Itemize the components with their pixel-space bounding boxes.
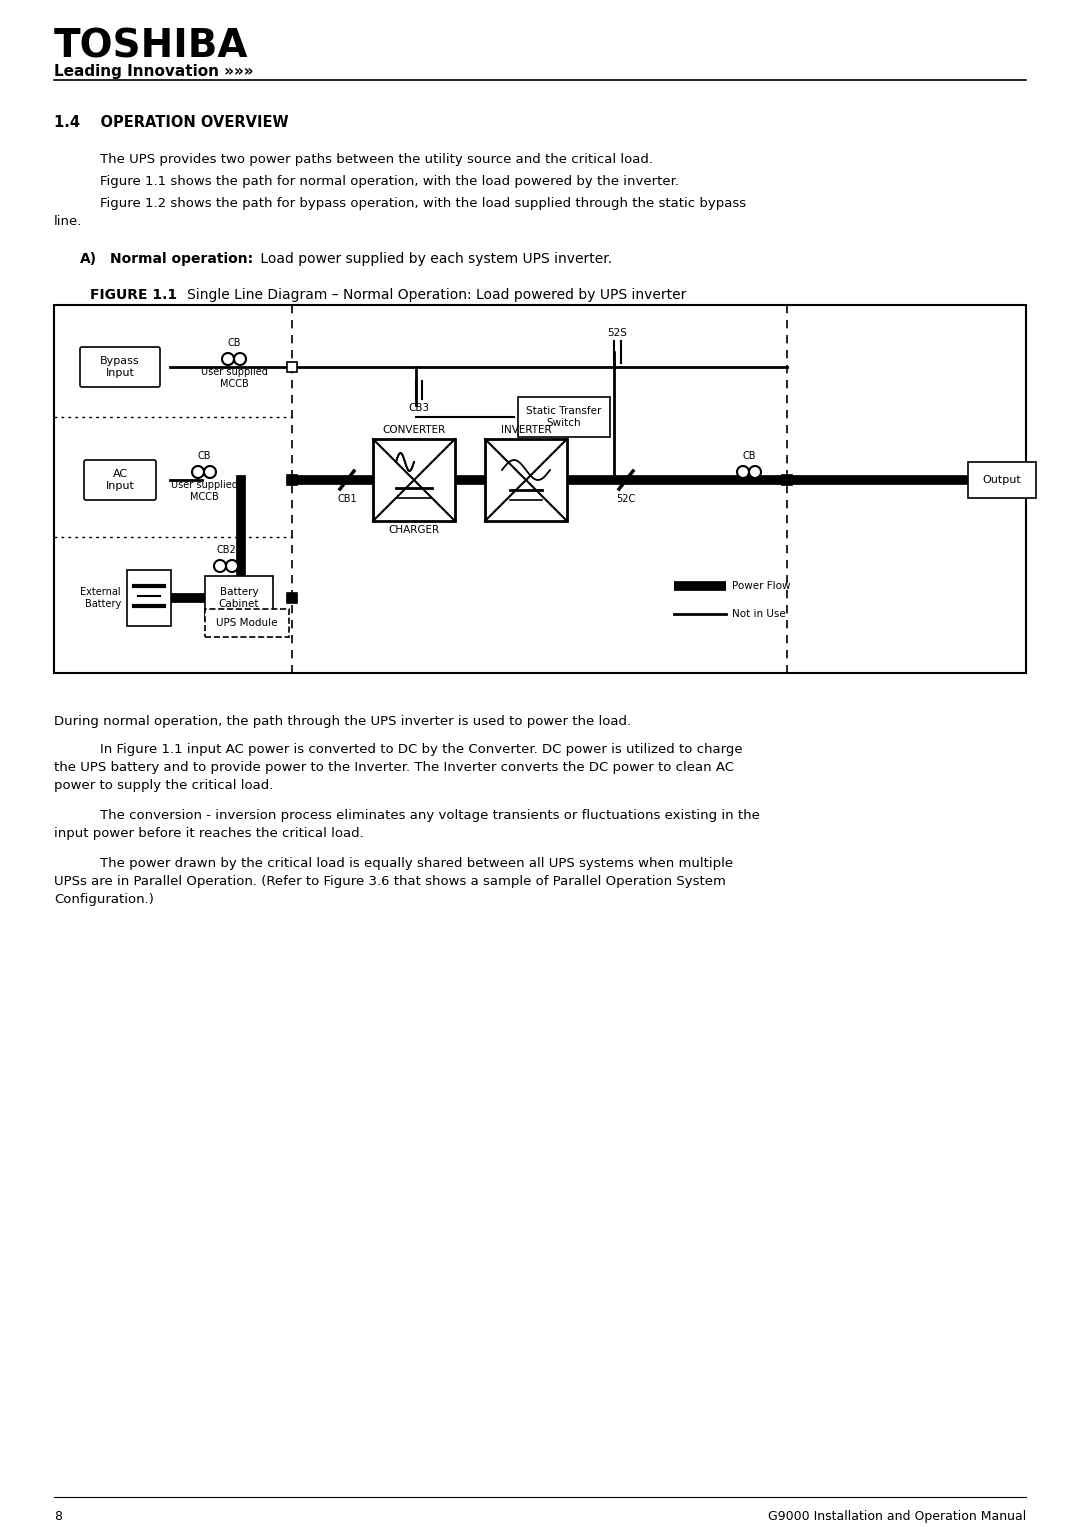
Text: Power Flow: Power Flow bbox=[732, 580, 791, 591]
Text: In Figure 1.1 input AC power is converted to DC by the Converter. DC power is ut: In Figure 1.1 input AC power is converte… bbox=[100, 744, 743, 756]
Text: Output: Output bbox=[983, 475, 1022, 486]
Text: Battery
Cabinet: Battery Cabinet bbox=[219, 588, 259, 609]
Text: 8: 8 bbox=[54, 1510, 62, 1522]
Bar bbox=[287, 475, 297, 486]
Text: CB: CB bbox=[198, 450, 211, 461]
Text: CB: CB bbox=[742, 450, 756, 461]
Text: AC
Input: AC Input bbox=[106, 469, 134, 490]
Text: The power drawn by the critical load is equally shared between all UPS systems w: The power drawn by the critical load is … bbox=[100, 857, 733, 870]
Bar bbox=[782, 475, 792, 486]
Bar bbox=[373, 438, 455, 521]
Circle shape bbox=[750, 466, 761, 478]
Bar bbox=[287, 362, 297, 373]
Text: the UPS battery and to provide power to the Inverter. The Inverter converts the : the UPS battery and to provide power to … bbox=[54, 760, 734, 774]
Bar bbox=[518, 397, 610, 437]
Bar bbox=[968, 463, 1036, 498]
Text: TOSHIBA: TOSHIBA bbox=[54, 27, 248, 66]
Circle shape bbox=[204, 466, 216, 478]
Text: CB3: CB3 bbox=[408, 403, 430, 412]
Text: Single Line Diagram – Normal Operation: Load powered by UPS inverter: Single Line Diagram – Normal Operation: … bbox=[174, 289, 687, 302]
Text: Not in Use: Not in Use bbox=[732, 609, 786, 618]
Text: CB1: CB1 bbox=[337, 495, 356, 504]
Circle shape bbox=[737, 466, 750, 478]
Text: User supplied
MCCB: User supplied MCCB bbox=[171, 479, 238, 501]
Text: Leading Innovation »»»: Leading Innovation »»» bbox=[54, 64, 254, 79]
Text: User supplied
MCCB: User supplied MCCB bbox=[201, 366, 268, 388]
Circle shape bbox=[192, 466, 204, 478]
Text: The UPS provides two power paths between the utility source and the critical loa: The UPS provides two power paths between… bbox=[100, 153, 653, 166]
Circle shape bbox=[234, 353, 246, 365]
FancyBboxPatch shape bbox=[80, 347, 160, 386]
Text: The conversion - inversion process eliminates any voltage transients or fluctuat: The conversion - inversion process elimi… bbox=[100, 809, 760, 822]
Text: FIGURE 1.1: FIGURE 1.1 bbox=[90, 289, 177, 302]
Text: UPS Module: UPS Module bbox=[216, 618, 278, 628]
Text: Figure 1.1 shows the path for normal operation, with the load powered by the inv: Figure 1.1 shows the path for normal ope… bbox=[100, 176, 679, 188]
Text: Configuration.): Configuration.) bbox=[54, 893, 153, 906]
Bar bbox=[485, 438, 567, 521]
Text: CB: CB bbox=[227, 337, 241, 348]
Text: G9000 Installation and Operation Manual: G9000 Installation and Operation Manual bbox=[768, 1510, 1026, 1522]
Circle shape bbox=[214, 560, 226, 573]
Text: 52C: 52C bbox=[617, 495, 636, 504]
Text: INVERTER: INVERTER bbox=[501, 425, 551, 435]
Bar bbox=[54, 305, 1026, 673]
Text: CONVERTER: CONVERTER bbox=[382, 425, 446, 435]
Text: CHARGER: CHARGER bbox=[389, 525, 440, 534]
FancyBboxPatch shape bbox=[84, 460, 156, 499]
Circle shape bbox=[226, 560, 238, 573]
Text: input power before it reaches the critical load.: input power before it reaches the critic… bbox=[54, 828, 364, 840]
Text: A): A) bbox=[80, 252, 97, 266]
Text: Bypass
Input: Bypass Input bbox=[100, 356, 139, 377]
Bar bbox=[127, 570, 171, 626]
Bar bbox=[287, 592, 297, 603]
Text: 1.4    OPERATION OVERVIEW: 1.4 OPERATION OVERVIEW bbox=[54, 115, 288, 130]
Bar bbox=[205, 576, 273, 620]
Bar bbox=[205, 609, 289, 637]
Text: power to supply the critical load.: power to supply the critical load. bbox=[54, 779, 273, 793]
Text: Load power supplied by each system UPS inverter.: Load power supplied by each system UPS i… bbox=[256, 252, 612, 266]
Text: line.: line. bbox=[54, 215, 82, 228]
Text: 52S: 52S bbox=[607, 328, 626, 337]
Text: Static Transfer
Switch: Static Transfer Switch bbox=[526, 406, 602, 428]
Circle shape bbox=[222, 353, 234, 365]
Text: Normal operation:: Normal operation: bbox=[110, 252, 253, 266]
Text: UPSs are in Parallel Operation. (Refer to Figure 3.6 that shows a sample of Para: UPSs are in Parallel Operation. (Refer t… bbox=[54, 875, 726, 889]
Text: Figure 1.2 shows the path for bypass operation, with the load supplied through t: Figure 1.2 shows the path for bypass ope… bbox=[100, 197, 746, 211]
Text: During normal operation, the path through the UPS inverter is used to power the : During normal operation, the path throug… bbox=[54, 715, 631, 728]
Text: External
Battery: External Battery bbox=[80, 588, 121, 609]
Text: CB2: CB2 bbox=[216, 545, 235, 554]
